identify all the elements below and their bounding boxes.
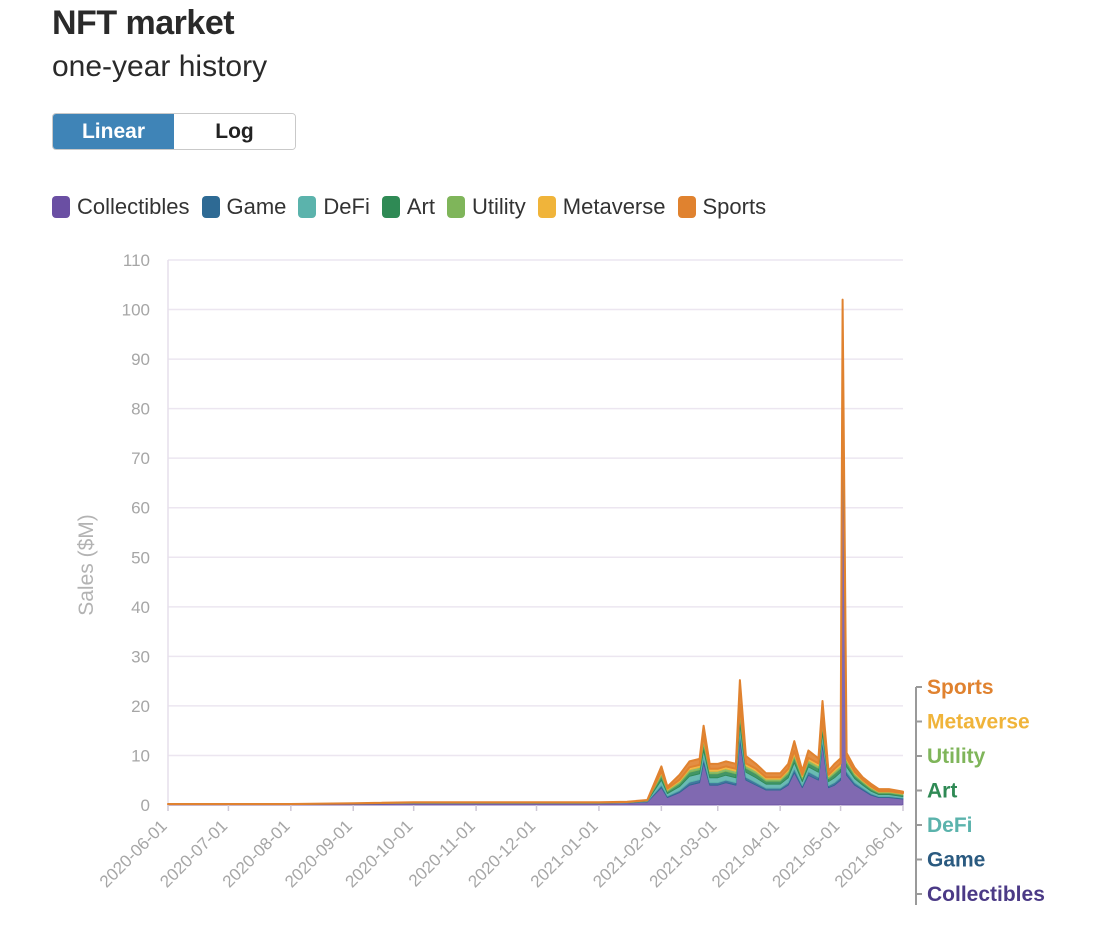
series-end-labels: Sports Metaverse Utility Art DeFi Game Collect… [915, 676, 1045, 906]
area-defi[interactable] [167, 378, 904, 805]
area-art[interactable] [167, 363, 904, 805]
legend: Collectibles Game DeFi Art Utility Metav… [52, 194, 778, 220]
series-end-label: Game [927, 849, 985, 872]
area-utility[interactable] [167, 353, 904, 805]
legend-label: DeFi [323, 194, 370, 219]
legend-label: Game [226, 194, 287, 219]
y-tick-label: 70 [131, 449, 150, 468]
legend-item-collectibles[interactable]: Collectibles [52, 194, 190, 220]
legend-swatch [52, 196, 70, 218]
legend-item-utility[interactable]: Utility [447, 194, 526, 220]
y-tick-label: 40 [131, 598, 150, 617]
series-end-label: Metaverse [927, 711, 1030, 734]
log-scale-button[interactable]: Log [174, 114, 295, 149]
series-end-label: DeFi [927, 814, 973, 837]
legend-item-defi[interactable]: DeFi [298, 194, 370, 220]
y-tick-label: 50 [131, 548, 150, 567]
legend-swatch [537, 196, 556, 218]
y-tick-label: 90 [131, 350, 150, 369]
scale-toggle: Linear Log [52, 113, 296, 150]
y-tick-label: 30 [131, 647, 150, 666]
legend-label: Utility [472, 194, 526, 219]
area-game[interactable] [167, 393, 904, 805]
y-tick-label: 100 [122, 301, 150, 320]
legend-item-game[interactable]: Game [201, 194, 287, 220]
y-tick-label: 110 [123, 251, 150, 270]
chart-subtitle: one-year history [52, 50, 268, 83]
area-metaverse[interactable] [167, 329, 904, 805]
legend-swatch [381, 196, 400, 218]
legend-swatch [677, 196, 696, 218]
chart-title: NFT market [52, 4, 235, 42]
y-tick-label: 20 [131, 697, 150, 716]
y-tick-label: 10 [131, 746, 150, 765]
y-tick-label: 60 [131, 499, 150, 518]
series-end-label: Sports [927, 676, 994, 699]
series-end-label: Collectibles [927, 883, 1045, 906]
area-sports[interactable] [167, 298, 904, 806]
linear-scale-button[interactable]: Linear [53, 114, 174, 149]
stacked-area-chart: 01020304050607080901001102020-06-012020-… [75, 251, 1045, 906]
legend-label: Collectibles [77, 194, 190, 219]
legend-label: Art [406, 194, 435, 219]
legend-swatch [447, 196, 465, 218]
legend-item-sports[interactable]: Sports [677, 194, 767, 220]
y-tick-label: 0 [141, 796, 150, 815]
y-tick-label: 80 [131, 400, 150, 419]
y-axis-label: Sales ($M) [75, 514, 98, 616]
legend-swatch [201, 196, 220, 218]
grid [167, 259, 903, 806]
legend-swatch [298, 196, 317, 218]
legend-item-art[interactable]: Art [381, 194, 435, 220]
area-layer [167, 298, 904, 806]
x-tick-label: 2021-06-01 [831, 816, 906, 891]
series-end-label: Art [927, 780, 957, 803]
legend-item-metaverse[interactable]: Metaverse [537, 194, 666, 220]
legend-label: Metaverse [562, 194, 666, 219]
series-end-label: Utility [927, 745, 986, 768]
legend-label: Sports [702, 194, 767, 219]
